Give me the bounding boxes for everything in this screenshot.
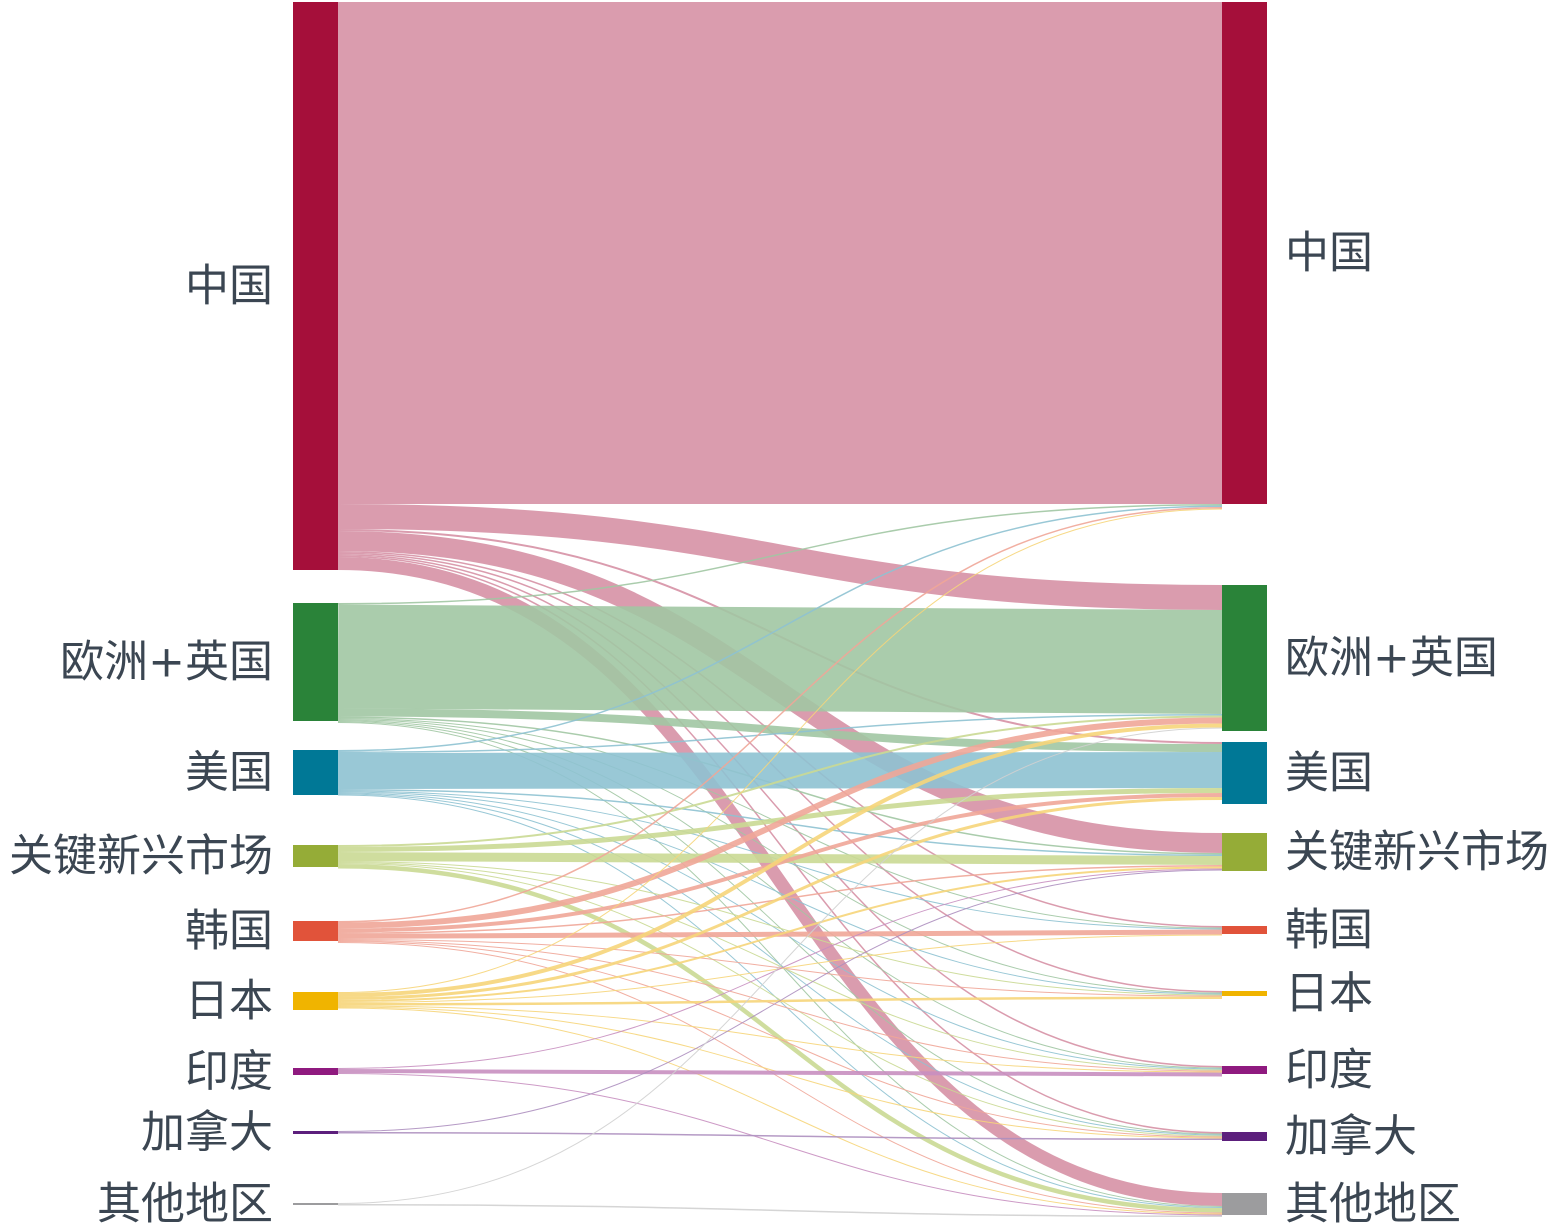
target-label-eu: 欧洲+英国: [1285, 633, 1498, 684]
target-label-jp: 日本: [1285, 968, 1373, 1019]
flow-us-to-cn: [337, 505, 1223, 752]
flow-jp-to-eu: [337, 723, 1223, 997]
source-node-em: [293, 845, 338, 867]
source-node-ca: [293, 1131, 338, 1134]
flow-eu-to-cn: [337, 504, 1223, 605]
target-label-in: 印度: [1285, 1045, 1373, 1096]
flow-in-to-em: [337, 868, 1223, 1069]
flow-kr-to-jp: [337, 939, 1223, 997]
target-node-us: [1222, 742, 1267, 804]
source-node-in: [293, 1068, 338, 1075]
flow-eu-to-us: [337, 708, 1223, 752]
target-node-em: [1222, 833, 1267, 871]
source-node-jp: [293, 992, 338, 1010]
flow-kr-to-eu: [337, 717, 1223, 929]
flow-us-to-eu: [337, 714, 1223, 753]
flow-kr-to-us: [337, 793, 1223, 933]
flow-eu-to-in: [337, 720, 1223, 1069]
flow-kr-to-in: [337, 940, 1223, 1072]
source-node-us: [293, 750, 338, 795]
flow-in-to-ot: [337, 1073, 1223, 1216]
source-label-em: 关键新兴市场: [9, 831, 273, 882]
flow-jp-to-ot: [337, 1007, 1223, 1215]
target-node-jp: [1222, 991, 1267, 996]
flow-ca-to-ca: [337, 1132, 1223, 1140]
target-node-ot: [1222, 1193, 1267, 1215]
flow-kr-to-ot: [337, 942, 1223, 1214]
source-label-us: 美国: [185, 747, 273, 798]
flow-cn-to-in: [337, 554, 1223, 1068]
flow-us-to-in: [337, 792, 1223, 1070]
flow-ca-to-em: [337, 869, 1223, 1132]
flow-em-to-eu: [337, 715, 1223, 847]
flow-in-to-in: [337, 1069, 1223, 1077]
flow-jp-to-in: [337, 1005, 1223, 1073]
target-node-ca: [1222, 1132, 1267, 1141]
sankey-links: [337, 1, 1223, 1217]
target-label-cn: 中国: [1285, 228, 1373, 279]
target-label-kr: 韩国: [1285, 905, 1373, 956]
flow-jp-to-us: [337, 797, 1223, 1000]
flow-ot-to-ot: [337, 1204, 1223, 1217]
target-label-em: 关键新兴市场: [1285, 827, 1549, 878]
target-node-kr: [1222, 926, 1267, 934]
target-node-eu: [1222, 585, 1267, 731]
flow-cn-to-kr: [337, 551, 1223, 928]
source-label-eu: 欧洲+英国: [60, 637, 273, 688]
source-label-ot: 其他地区: [97, 1179, 273, 1230]
source-node-cn: [293, 2, 338, 570]
flow-em-to-jp: [337, 861, 1223, 996]
source-label-in: 印度: [185, 1046, 273, 1097]
target-label-us: 美国: [1285, 748, 1373, 799]
flow-us-to-jp: [337, 791, 1223, 995]
source-label-kr: 韩国: [185, 906, 273, 957]
source-node-ot: [293, 1203, 338, 1205]
flow-jp-to-em: [337, 866, 1223, 1002]
source-label-jp: 日本: [185, 976, 273, 1027]
flow-us-to-ca: [337, 793, 1223, 1136]
target-node-cn: [1222, 2, 1267, 504]
flow-kr-to-cn: [337, 507, 1223, 923]
source-label-ca: 加拿大: [141, 1107, 273, 1158]
source-node-kr: [293, 921, 338, 941]
flow-us-to-us: [337, 752, 1223, 789]
target-label-ca: 加拿大: [1285, 1111, 1417, 1162]
sankey-nodes: [293, 2, 1267, 1215]
target-node-in: [1222, 1066, 1267, 1074]
source-node-eu: [293, 603, 338, 721]
flow-cn-to-ca: [337, 555, 1223, 1134]
flow-eu-to-eu: [337, 604, 1223, 714]
flow-cn-to-ot: [337, 557, 1223, 1206]
flow-em-to-ot: [337, 864, 1223, 1213]
flow-ot-to-eu: [337, 727, 1223, 1204]
flow-cn-to-eu: [337, 504, 1223, 610]
flow-jp-to-cn: [337, 508, 1223, 993]
source-label-cn: 中国: [185, 261, 273, 312]
target-label-ot: 其他地区: [1285, 1179, 1461, 1230]
